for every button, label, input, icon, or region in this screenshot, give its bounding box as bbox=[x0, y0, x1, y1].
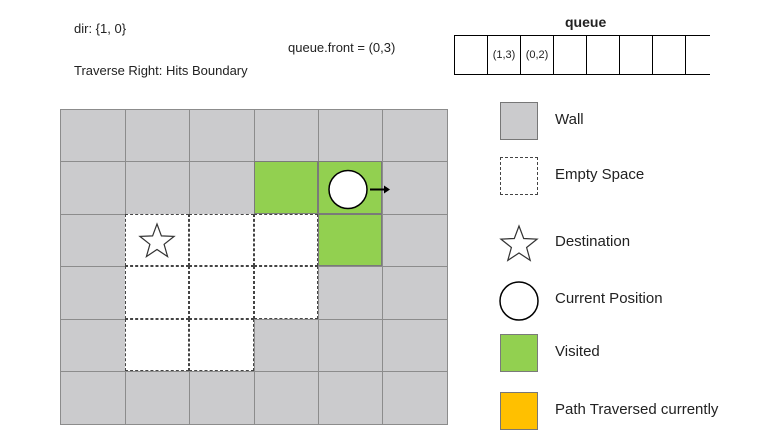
queue-top-line bbox=[454, 35, 710, 36]
legend-label-star: Destination bbox=[555, 233, 631, 250]
grid-cell-wall bbox=[318, 319, 383, 372]
grid-cell-wall bbox=[318, 109, 383, 162]
grid-cell-empty bbox=[125, 319, 189, 371]
traverse-status-text: Traverse Right: Hits Boundary bbox=[74, 63, 248, 78]
grid-cell-wall bbox=[382, 161, 448, 215]
grid-cell-visited bbox=[318, 161, 382, 214]
grid-cell-wall bbox=[382, 266, 448, 320]
grid-cell-wall bbox=[125, 371, 190, 425]
queue-slot bbox=[553, 35, 586, 75]
legend-swatch-visited bbox=[500, 334, 538, 372]
legend-label-wall: Wall bbox=[555, 111, 584, 128]
queue-slot bbox=[586, 35, 619, 75]
grid-cell-wall bbox=[60, 371, 126, 425]
grid-cell-wall bbox=[60, 161, 126, 215]
queue-diagram: (1,3) (0,2) bbox=[454, 35, 710, 75]
grid-cell-empty bbox=[254, 266, 318, 319]
legend-label-empty: Empty Space bbox=[555, 166, 645, 183]
queue-slot bbox=[685, 35, 718, 75]
grid-cell-wall bbox=[382, 319, 448, 372]
direction-text: dir: {1, 0} bbox=[74, 21, 127, 36]
grid-cell-wall bbox=[189, 109, 255, 162]
grid-cell-wall bbox=[254, 109, 319, 162]
grid-cell-wall bbox=[60, 319, 126, 372]
legend-swatch-wall bbox=[500, 102, 538, 140]
maze-grid bbox=[60, 109, 448, 425]
grid-cell-wall bbox=[60, 109, 126, 162]
grid-cell-empty bbox=[254, 214, 318, 266]
grid-cell-wall bbox=[382, 214, 448, 267]
grid-cell-empty bbox=[125, 214, 189, 266]
grid-cell-wall bbox=[189, 371, 255, 425]
grid-cell-empty bbox=[189, 266, 254, 319]
grid-cell-wall bbox=[382, 371, 448, 425]
queue-slot: (0,2) bbox=[520, 35, 553, 75]
grid-cell-wall bbox=[60, 214, 126, 267]
legend-star-icon bbox=[499, 224, 539, 262]
grid-cell-wall bbox=[318, 371, 383, 425]
grid-cell-visited bbox=[318, 214, 382, 266]
grid-cell-wall bbox=[254, 319, 319, 372]
queue-bottom-line bbox=[454, 74, 710, 75]
legend-label-visited: Visited bbox=[555, 343, 600, 360]
grid-cell-empty bbox=[189, 214, 254, 266]
legend-swatch-path bbox=[500, 392, 538, 430]
queue-front-text: queue.front = (0,3) bbox=[288, 40, 396, 55]
queue-title: queue bbox=[565, 14, 607, 30]
grid-cell-wall bbox=[125, 161, 190, 215]
grid-cell-visited bbox=[254, 161, 318, 214]
legend-label-circle: Current Position bbox=[555, 290, 663, 307]
grid-cell-wall bbox=[382, 109, 448, 162]
queue-slot bbox=[652, 35, 685, 75]
grid-cell-wall bbox=[254, 371, 319, 425]
grid-cell-wall bbox=[60, 266, 126, 320]
legend-label-path: Path Traversed currently bbox=[555, 401, 719, 418]
grid-cell-wall bbox=[189, 161, 255, 215]
grid-cell-wall bbox=[125, 109, 190, 162]
grid-cell-empty bbox=[189, 319, 254, 371]
queue-slot bbox=[619, 35, 652, 75]
grid-cell-empty bbox=[125, 266, 189, 319]
legend-circle-icon bbox=[499, 281, 539, 321]
grid-cell-wall bbox=[318, 266, 383, 320]
legend-swatch-empty bbox=[500, 157, 538, 195]
queue-slot bbox=[454, 35, 487, 75]
queue-slot: (1,3) bbox=[487, 35, 520, 75]
